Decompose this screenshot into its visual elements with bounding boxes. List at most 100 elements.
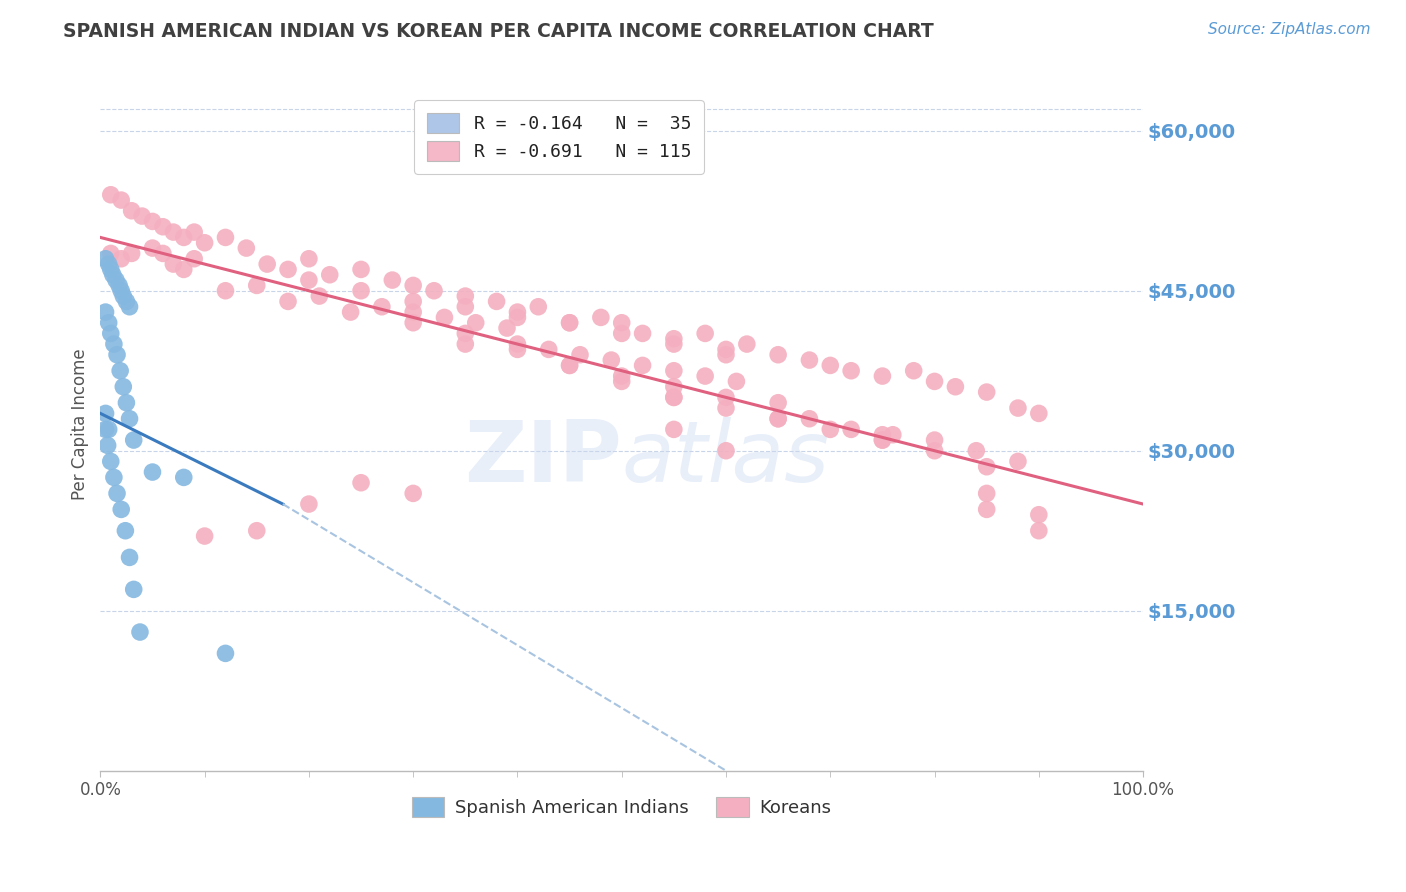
- Point: [662, 337, 685, 351]
- Point: [97, 438, 120, 452]
- Point: [214, 230, 236, 244]
- Point: [454, 337, 477, 351]
- Point: [97, 257, 120, 271]
- Point: [882, 427, 904, 442]
- Point: [152, 246, 174, 260]
- Point: [371, 300, 394, 314]
- Point: [298, 252, 321, 266]
- Point: [103, 337, 125, 351]
- Point: [735, 337, 758, 351]
- Point: [121, 246, 143, 260]
- Point: [319, 268, 342, 282]
- Point: [839, 422, 862, 436]
- Point: [662, 380, 685, 394]
- Point: [714, 348, 737, 362]
- Point: [141, 465, 163, 479]
- Point: [122, 433, 145, 447]
- Point: [976, 459, 998, 474]
- Point: [105, 348, 128, 362]
- Point: [558, 316, 581, 330]
- Point: [402, 486, 425, 500]
- Point: [339, 305, 361, 319]
- Point: [558, 359, 581, 373]
- Point: [214, 646, 236, 660]
- Point: [496, 321, 519, 335]
- Point: [152, 219, 174, 234]
- Point: [820, 422, 842, 436]
- Point: [610, 369, 633, 384]
- Point: [714, 343, 737, 357]
- Point: [976, 502, 998, 516]
- Point: [464, 316, 486, 330]
- Point: [105, 486, 128, 500]
- Point: [350, 262, 373, 277]
- Point: [94, 422, 117, 436]
- Point: [173, 262, 195, 277]
- Point: [235, 241, 257, 255]
- Point: [173, 470, 195, 484]
- Point: [714, 443, 737, 458]
- Point: [277, 262, 299, 277]
- Point: [118, 550, 141, 565]
- Point: [1007, 401, 1029, 415]
- Point: [183, 252, 205, 266]
- Point: [100, 262, 122, 277]
- Y-axis label: Per Capita Income: Per Capita Income: [72, 348, 89, 500]
- Point: [214, 284, 236, 298]
- Point: [695, 326, 717, 341]
- Point: [589, 310, 612, 325]
- Point: [945, 380, 967, 394]
- Point: [110, 252, 132, 266]
- Point: [350, 475, 373, 490]
- Point: [100, 454, 122, 468]
- Point: [129, 625, 152, 640]
- Point: [381, 273, 404, 287]
- Point: [662, 391, 685, 405]
- Point: [600, 353, 623, 368]
- Point: [277, 294, 299, 309]
- Point: [569, 348, 592, 362]
- Point: [173, 230, 195, 244]
- Point: [112, 289, 135, 303]
- Point: [183, 225, 205, 239]
- Point: [108, 364, 131, 378]
- Point: [454, 300, 477, 314]
- Point: [662, 332, 685, 346]
- Point: [402, 305, 425, 319]
- Point: [454, 326, 477, 341]
- Text: ZIP: ZIP: [464, 417, 621, 500]
- Point: [766, 395, 789, 409]
- Point: [976, 486, 998, 500]
- Point: [118, 300, 141, 314]
- Text: atlas: atlas: [621, 417, 830, 500]
- Point: [246, 278, 269, 293]
- Point: [112, 380, 135, 394]
- Point: [298, 273, 321, 287]
- Point: [766, 348, 789, 362]
- Point: [94, 252, 117, 266]
- Point: [162, 257, 184, 271]
- Point: [485, 294, 508, 309]
- Point: [976, 385, 998, 400]
- Point: [110, 284, 132, 298]
- Point: [402, 294, 425, 309]
- Point: [714, 391, 737, 405]
- Point: [1028, 406, 1050, 420]
- Point: [256, 257, 278, 271]
- Point: [114, 524, 136, 538]
- Point: [506, 305, 529, 319]
- Point: [695, 369, 717, 384]
- Point: [903, 364, 925, 378]
- Point: [104, 273, 127, 287]
- Point: [631, 326, 654, 341]
- Point: [872, 427, 894, 442]
- Point: [714, 401, 737, 415]
- Point: [527, 300, 550, 314]
- Point: [924, 443, 946, 458]
- Point: [141, 214, 163, 228]
- Point: [799, 353, 821, 368]
- Point: [108, 278, 131, 293]
- Point: [115, 294, 138, 309]
- Point: [100, 246, 122, 260]
- Point: [872, 369, 894, 384]
